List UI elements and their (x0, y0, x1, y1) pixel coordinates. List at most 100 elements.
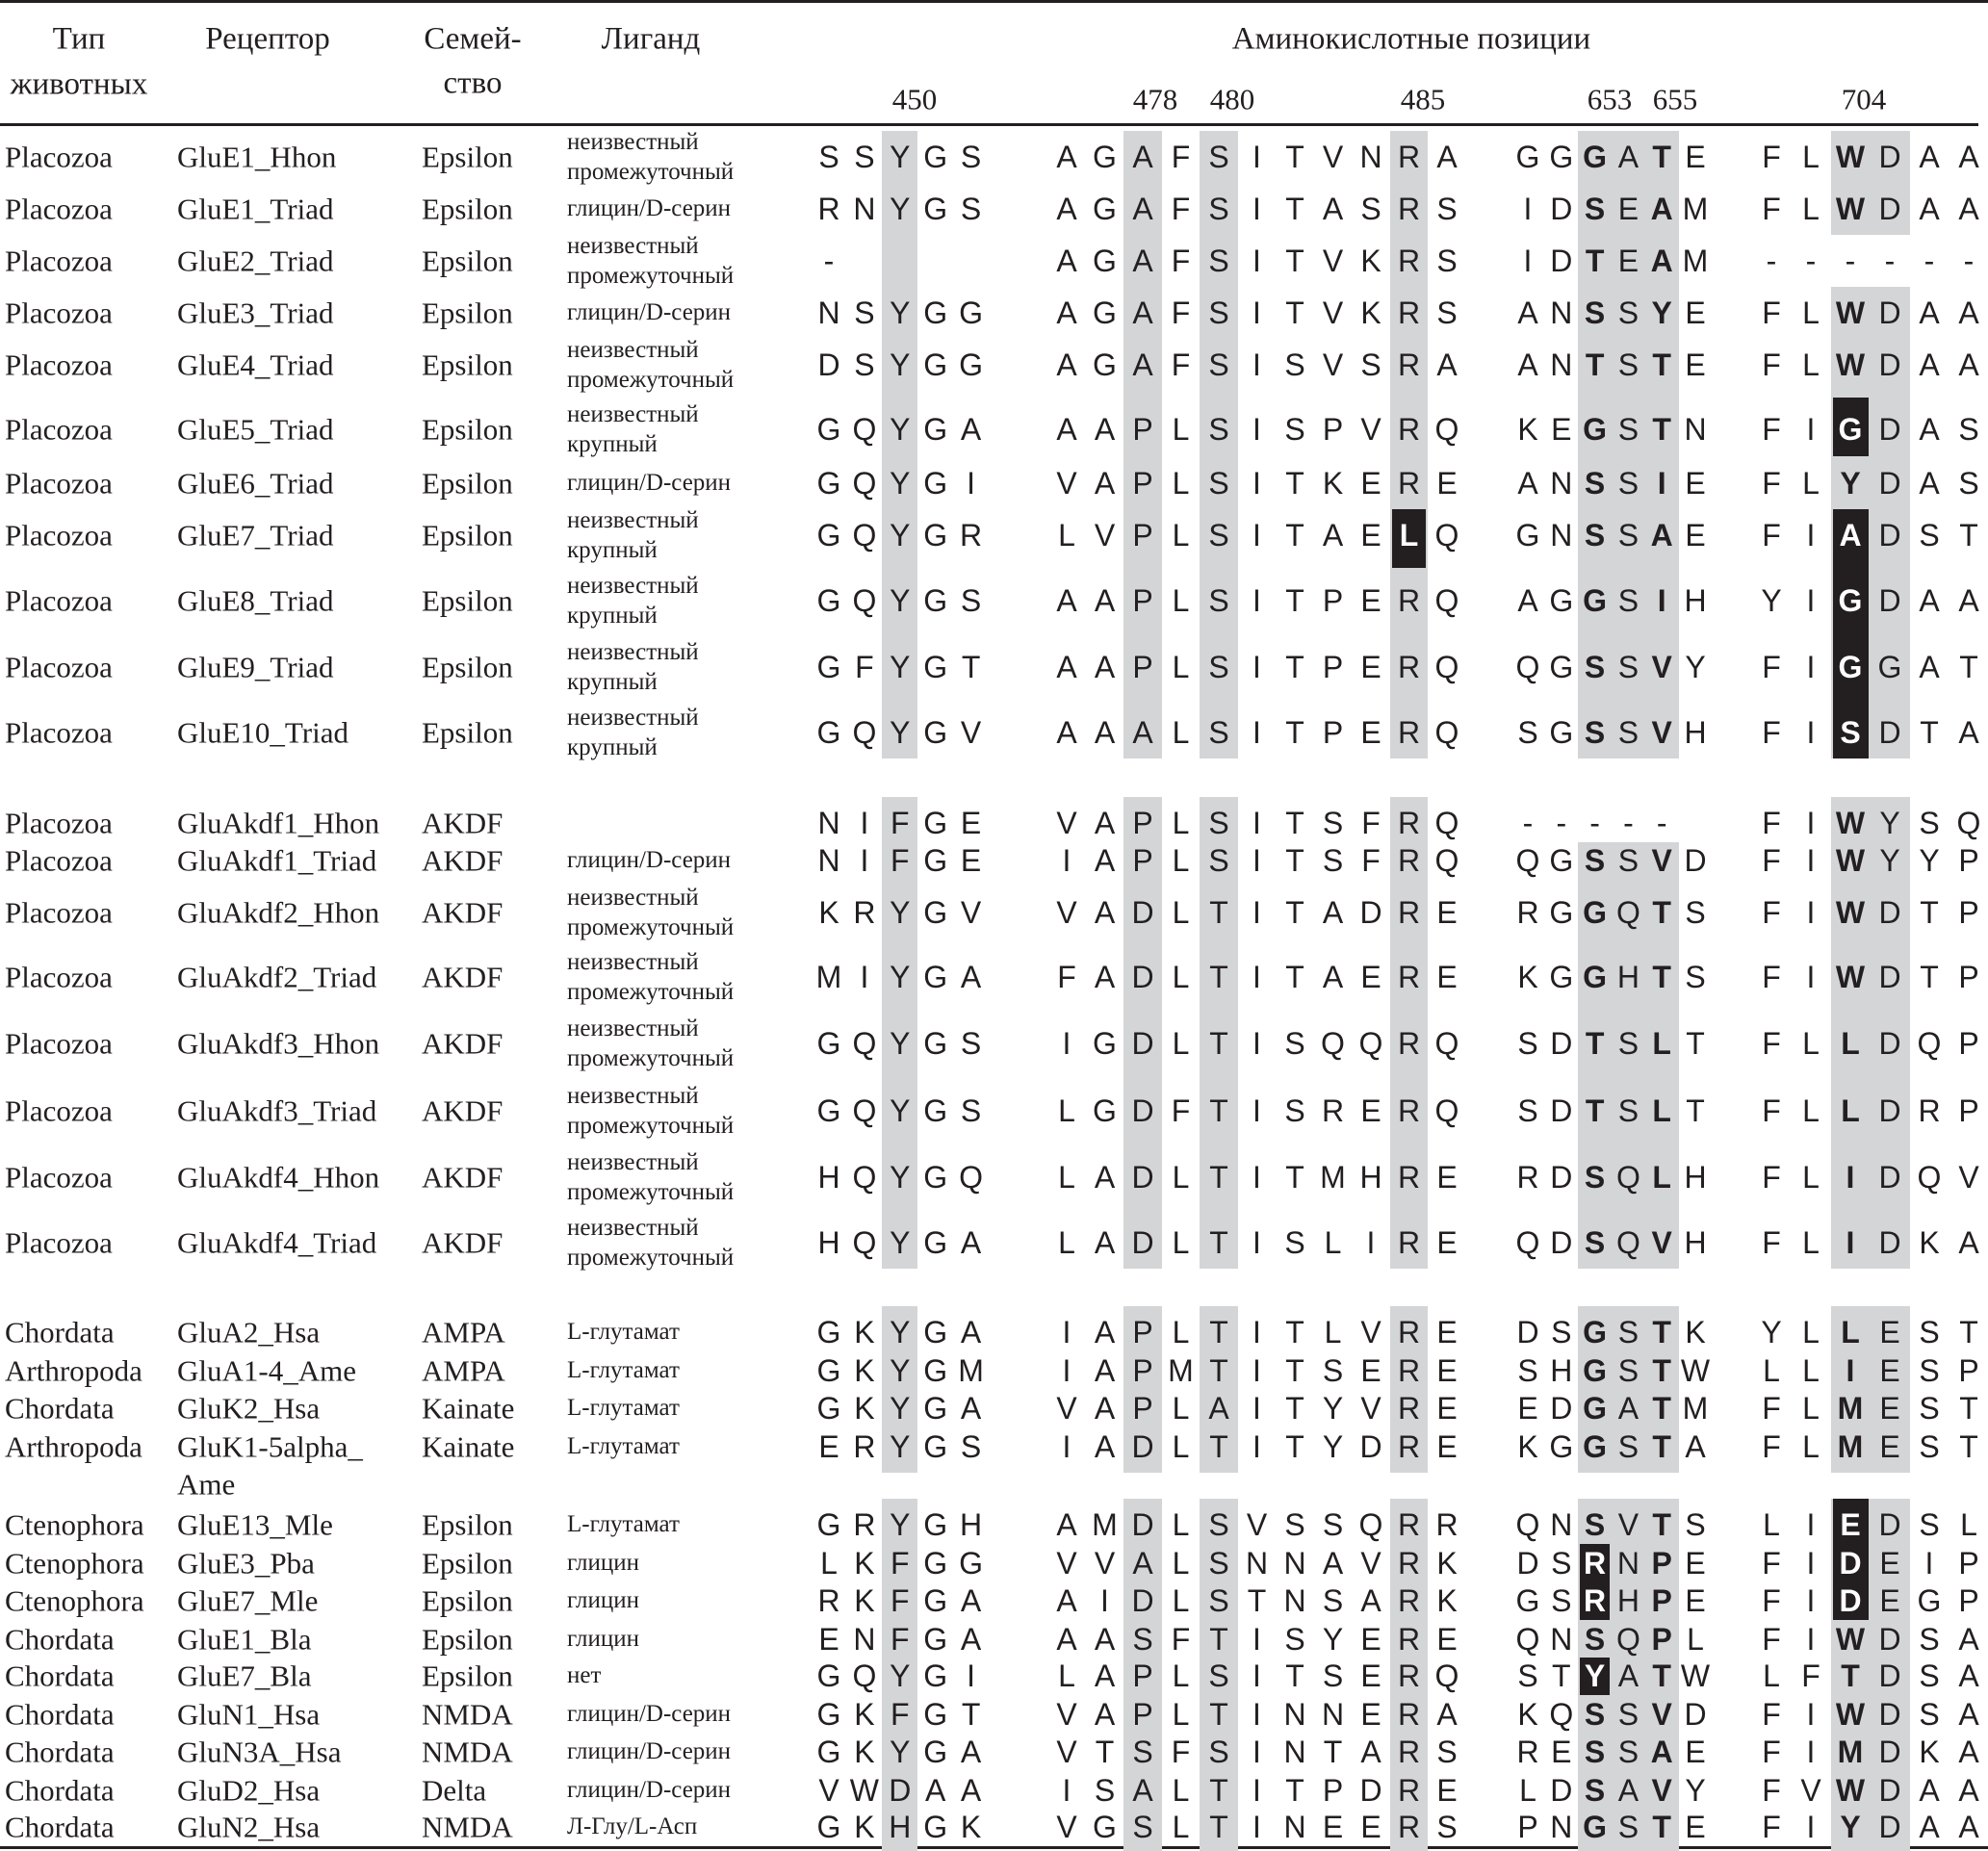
residue: S (1584, 1160, 1606, 1195)
shaded-column-cell (882, 397, 918, 456)
residue: F (1762, 466, 1781, 501)
residue: T (1209, 1622, 1228, 1657)
residue: Y (890, 583, 911, 618)
residue: R (1397, 1773, 1421, 1808)
residue: I (1062, 843, 1071, 878)
residue: I (1806, 806, 1816, 840)
residue: G (1583, 1429, 1608, 1464)
ligand-cell-line1: неизвестный (567, 1149, 699, 1175)
shaded-column-cell (1612, 235, 1645, 287)
residue: E (1685, 140, 1706, 174)
residue: T (1652, 1391, 1671, 1426)
residue: I (1523, 244, 1533, 278)
residue: G (923, 192, 948, 226)
residue: Y (1879, 806, 1900, 840)
residue: - (1623, 806, 1634, 840)
residue: D (1550, 1391, 1573, 1426)
shaded-column-cell (882, 235, 918, 287)
residue: G (1549, 843, 1574, 878)
residue: R (1397, 715, 1421, 750)
residue: A (1919, 192, 1940, 226)
residue: T (1285, 1773, 1304, 1808)
shaded-column-cell (1389, 633, 1429, 700)
residue: S (1517, 1658, 1538, 1693)
shaded-column-cell (1200, 509, 1238, 568)
receptor-cell: GluE13_Mle (177, 1507, 333, 1542)
residue: K (1322, 466, 1344, 501)
residue: S (1617, 1353, 1639, 1388)
shaded-column-cell (1389, 1306, 1429, 1351)
shaded-column-cell (1644, 456, 1679, 509)
residue: Y (890, 347, 911, 382)
shaded-column-cell (1123, 235, 1162, 287)
family-cell: Epsilon (422, 1507, 513, 1542)
residue: S (1208, 244, 1229, 278)
residue: E (1360, 466, 1381, 501)
residue: T (1959, 1429, 1978, 1464)
residue: I (1657, 583, 1666, 618)
residue: Q (1358, 1026, 1383, 1061)
ligand-cell-line1: неизвестный (567, 885, 699, 911)
residue: A (1322, 192, 1344, 226)
shaded-column-cell (1830, 944, 1871, 1011)
residue: H (817, 1225, 840, 1260)
residue: I (1252, 583, 1261, 618)
residue: T (1285, 583, 1304, 618)
residue: F (1361, 843, 1381, 878)
residue: T (1209, 960, 1228, 994)
receptor-cell: GluD2_Hsa (177, 1773, 321, 1808)
shaded-column-cell (1830, 183, 1871, 235)
residue: S (1617, 1093, 1639, 1128)
residue: Q (1434, 583, 1459, 618)
shaded-column-cell (1389, 1809, 1429, 1851)
shaded-column-cell (1612, 1620, 1645, 1658)
residue: S (1584, 715, 1606, 750)
residue: Y (890, 518, 911, 553)
residue: Q (1615, 895, 1640, 930)
residue: Q (1434, 843, 1459, 878)
residue: S (1685, 960, 1706, 994)
residue: P (1958, 1546, 1979, 1581)
residue: E (1436, 1391, 1458, 1426)
residue: A (1132, 347, 1153, 382)
shaded-column-cell (1123, 1210, 1162, 1269)
residue: I (1806, 843, 1816, 878)
residue: A (1322, 518, 1344, 553)
residue: G (959, 296, 984, 330)
residue: F (1762, 1622, 1781, 1657)
shaded-column-cell (1200, 797, 1238, 842)
residue: A (1056, 650, 1077, 684)
residue: A (960, 1622, 982, 1657)
residue: G (816, 1315, 841, 1350)
ligand-cell: глицин (567, 1550, 639, 1576)
shaded-column-cell (1870, 1499, 1910, 1544)
residue: I (1252, 806, 1261, 840)
residue: Q (852, 518, 877, 553)
residue: D (1550, 192, 1573, 226)
residue: L (1802, 1315, 1820, 1350)
residue: A (1958, 1697, 1979, 1732)
residue: G (1583, 140, 1608, 174)
residue: S (1322, 806, 1344, 840)
shaded-column-cell (1200, 131, 1238, 183)
shaded-column-cell (1578, 1077, 1612, 1144)
residue: D (1878, 192, 1901, 226)
residue: F (1762, 1225, 1781, 1260)
family-cell: Epsilon (422, 296, 513, 330)
residue: T (1652, 1429, 1671, 1464)
residue: A (1056, 244, 1077, 278)
residue: S (1617, 1697, 1639, 1732)
residue: S (1617, 715, 1639, 750)
residue: W (1835, 1773, 1866, 1808)
residue: A (1958, 1773, 1979, 1808)
residue: L (1841, 1315, 1860, 1350)
residue: E (1360, 960, 1381, 994)
shaded-column-cell (1870, 1695, 1910, 1734)
residue: L (1324, 1315, 1342, 1350)
residue: V (1056, 895, 1077, 930)
residue: N (853, 192, 876, 226)
shaded-column-cell (1644, 1733, 1679, 1771)
shaded-column-cell (1644, 183, 1679, 235)
residue: L (1687, 1622, 1704, 1657)
residue: T (1585, 1093, 1605, 1128)
